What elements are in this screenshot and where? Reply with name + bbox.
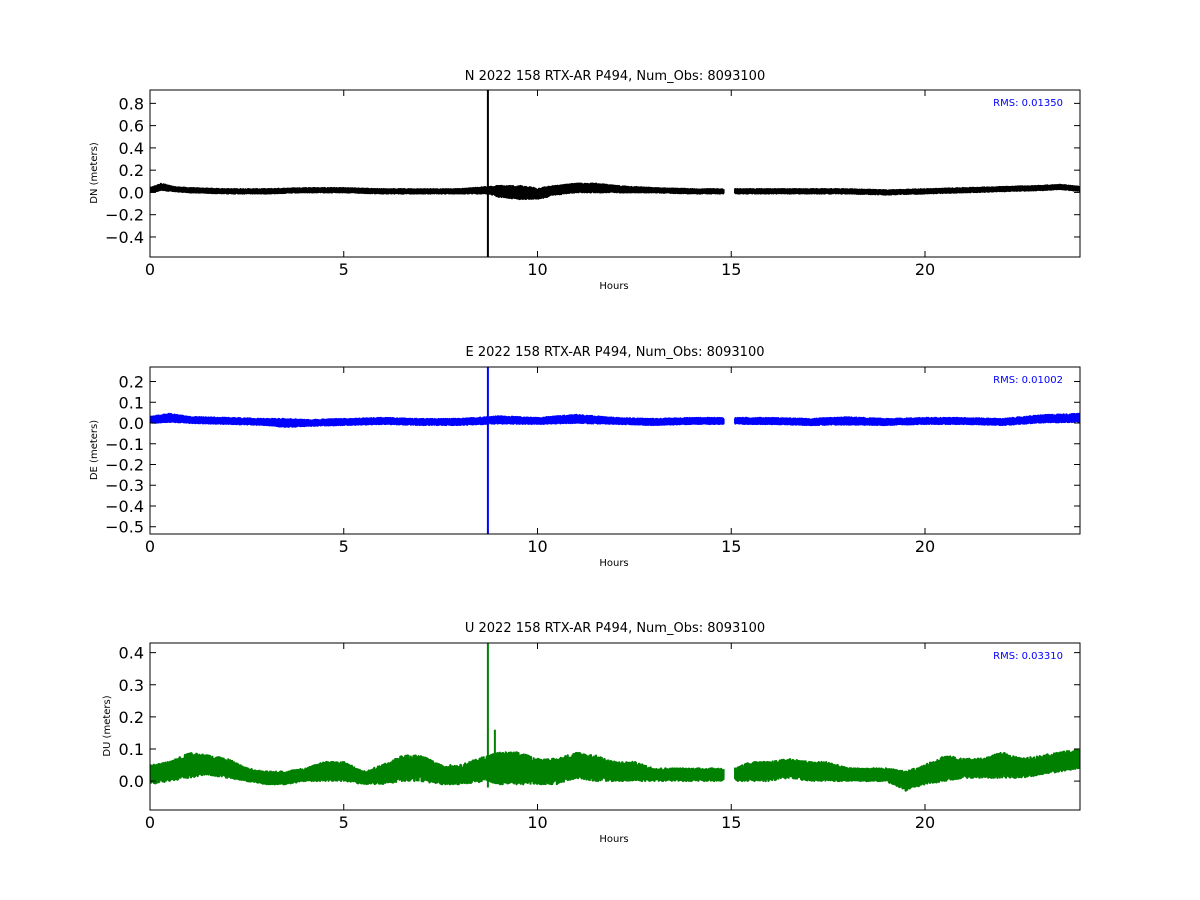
y-tick-label: 0.0 [119, 772, 144, 791]
x-tick-label: 20 [915, 813, 935, 832]
x-tick-label: 0 [145, 813, 155, 832]
x-tick-label: 0 [145, 260, 155, 279]
panel-up-rms-label: RMS: 0.03310 [993, 651, 1063, 662]
y-tick-label: 0.2 [119, 373, 144, 392]
x-tick-label: 15 [721, 813, 741, 832]
x-tick-label: 10 [527, 537, 547, 556]
y-tick-label: −0.2 [105, 206, 144, 225]
panel-east-rms-label: RMS: 0.01002 [993, 375, 1063, 386]
x-tick-label: 20 [915, 537, 935, 556]
series-group [150, 367, 1080, 534]
y-tick-label: −0.4 [105, 497, 144, 516]
panel-north-plot-area: 0 5 10 15 20 −0.4 −0.2 0.0 0.2 0.4 0.6 0.8 [105, 89, 1081, 279]
y-tick-label: 0.3 [119, 676, 144, 695]
panel-east-xlabel: Hours [599, 558, 628, 569]
y-tick-label: −0.1 [105, 435, 144, 454]
panel-east-title: E 2022 158 RTX-AR P494, Num_Obs: 8093100 [466, 345, 765, 360]
y-tick-label: 0.1 [119, 740, 144, 759]
panel-north-ylabel: DN (meters) [89, 142, 100, 204]
axes-frame [149, 366, 1081, 535]
x-tick-label: 20 [915, 260, 935, 279]
x-tick-label: 15 [721, 260, 741, 279]
y-tick-label: 0.2 [119, 161, 144, 180]
y-tick-label: −0.5 [105, 518, 144, 537]
y-tick-label: 0.4 [119, 139, 144, 158]
panel-north-title: N 2022 158 RTX-AR P494, Num_Obs: 8093100 [465, 69, 765, 84]
panel-north-xlabel: Hours [599, 281, 628, 292]
panel-up-ylabel: DU (meters) [102, 695, 113, 756]
y-tick-label: 0.2 [119, 708, 144, 727]
y-tick-label: −0.4 [105, 228, 144, 247]
series-group [150, 90, 1080, 257]
y-tick-label: 0.6 [119, 117, 144, 136]
axes-frame [149, 642, 1081, 811]
y-tick-label: 0.8 [119, 94, 144, 113]
y-tick-label: 0.0 [119, 414, 144, 433]
x-tick-label: 15 [721, 537, 741, 556]
x-tick-label: 10 [527, 813, 547, 832]
x-tick-label: 5 [339, 537, 349, 556]
x-tick-label: 5 [339, 813, 349, 832]
panel-north-rms-label: RMS: 0.01350 [993, 98, 1063, 109]
x-tick-label: 10 [527, 260, 547, 279]
series-line [150, 748, 1080, 792]
panel-up: U 2022 158 RTX-AR P494, Num_Obs: 8093100… [102, 621, 1081, 845]
series-group [150, 643, 1080, 792]
x-tick-label: 5 [339, 260, 349, 279]
y-tick-label: 0.1 [119, 393, 144, 412]
series-line [150, 412, 1080, 428]
series-line [150, 182, 1080, 201]
panel-east-plot-area: 0 5 10 15 20 −0.5 −0.4 −0.3−0.2 −0.1 0.0 0.10.2 [105, 366, 1081, 556]
panel-north: N 2022 158 RTX-AR P494, Num_Obs: 8093100… [89, 69, 1081, 292]
axes-frame [149, 89, 1081, 258]
x-tick-label: 0 [145, 537, 155, 556]
panel-east: E 2022 158 RTX-AR P494, Num_Obs: 8093100… [89, 345, 1081, 569]
panel-east-ylabel: DE (meters) [89, 420, 100, 480]
panel-up-title: U 2022 158 RTX-AR P494, Num_Obs: 8093100 [465, 621, 765, 636]
y-tick-label: −0.2 [105, 456, 144, 475]
y-tick-label: −0.3 [105, 476, 144, 495]
panel-up-plot-area: 0 5 10 15 20 0.0 0.1 0.2 0.3 0.4 [119, 642, 1081, 832]
y-tick-label: 0.0 [119, 183, 144, 202]
panel-up-xlabel: Hours [599, 834, 628, 845]
y-tick-label: 0.4 [119, 644, 144, 663]
